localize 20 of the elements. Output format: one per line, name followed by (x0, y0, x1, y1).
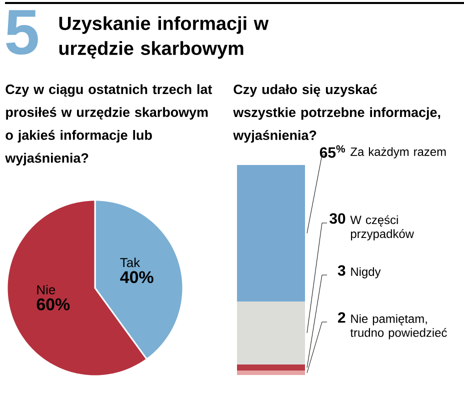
text: Nigdy (351, 267, 381, 278)
bar (237, 364, 306, 371)
bar (237, 165, 306, 302)
bar (237, 302, 306, 364)
chart-subtitle: Czy w ciągu ostatnich trzech lat prosiłeś w urzędzie skarbowym o jakieś informacje lub wyjaśnienia? (5, 84, 212, 166)
text: Czy udało się uzyskać wszystkie potrzebne informacje, wyjaśnienia? (233, 84, 440, 143)
data-label: 65$^{%}$ (320, 145, 346, 158)
data-label: 60% (36, 298, 70, 310)
chart-title: Uzyskanie informacji w urzędzie skarbowym (59, 16, 269, 59)
data-label: 30 (330, 213, 346, 224)
slice-label: Tak (120, 258, 140, 268)
data-label: 40% (120, 271, 154, 284)
text: W części przypadków (350, 215, 414, 240)
text: Za każdym razem (350, 147, 446, 158)
data-label: 3 (338, 265, 346, 276)
text: 5 (6, 10, 38, 55)
bar (237, 370, 306, 375)
text: Nie pamiętam, trudno powiedzieć (350, 314, 447, 340)
data-label: 2 (338, 312, 346, 323)
slice-label: Nie (37, 284, 56, 294)
